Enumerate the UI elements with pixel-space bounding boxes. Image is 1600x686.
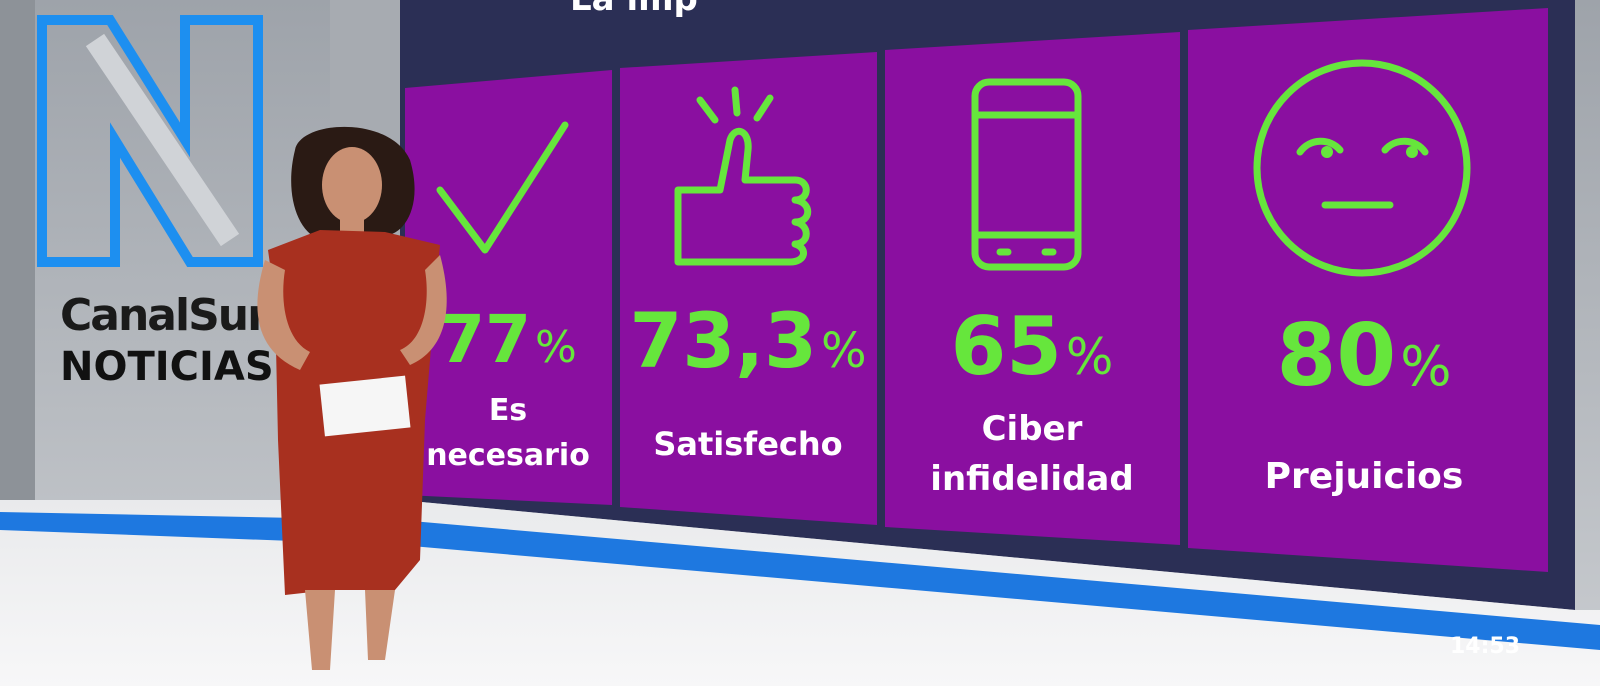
presenter [257, 126, 447, 670]
stat-card [405, 70, 612, 505]
stat-number: 77 [439, 301, 531, 378]
clock: 14:53 [1450, 634, 1520, 659]
stat-unit: % [821, 323, 867, 379]
stat-value: 65% [951, 300, 1114, 393]
floor-light-strip [0, 512, 1600, 650]
logo-mark-inner [85, 33, 240, 247]
card-texts: 77%Esnecesario73,3%Satisfecho65%Ciberinf… [426, 296, 1463, 499]
face-icon [1253, 59, 1471, 277]
stat-label: infidelidad [930, 459, 1133, 499]
phone-icon [971, 78, 1082, 271]
logo: CanalSur NOTICIAS [37, 15, 274, 390]
stat-card [620, 52, 877, 525]
thumbs-up-icon [674, 86, 812, 266]
logo-section: NOTICIAS [60, 344, 274, 390]
stat-number: 73,3 [629, 296, 817, 385]
wall-title: La imp [570, 0, 698, 19]
stat-unit: % [1066, 328, 1114, 386]
stat-label: Satisfecho [653, 425, 842, 463]
stat-label: Es [489, 393, 527, 428]
stat-unit: % [535, 322, 577, 373]
stat-unit: % [1400, 335, 1451, 398]
logo-brand: CanalSur [60, 290, 269, 341]
stat-number: 80 [1277, 306, 1397, 406]
wall-panel [0, 0, 35, 500]
stat-value: 80% [1277, 306, 1452, 406]
stat-label: Prejuicios [1265, 456, 1464, 497]
stat-label: necesario [426, 438, 590, 473]
stat-value: 73,3% [629, 296, 866, 385]
stat-card [1188, 8, 1548, 572]
stat-card [885, 32, 1180, 545]
stat-label: Ciber [982, 409, 1083, 449]
stat-value: 77% [439, 301, 577, 378]
check-icon [436, 121, 569, 254]
logo-mark [37, 15, 263, 267]
stat-number: 65 [951, 300, 1062, 393]
